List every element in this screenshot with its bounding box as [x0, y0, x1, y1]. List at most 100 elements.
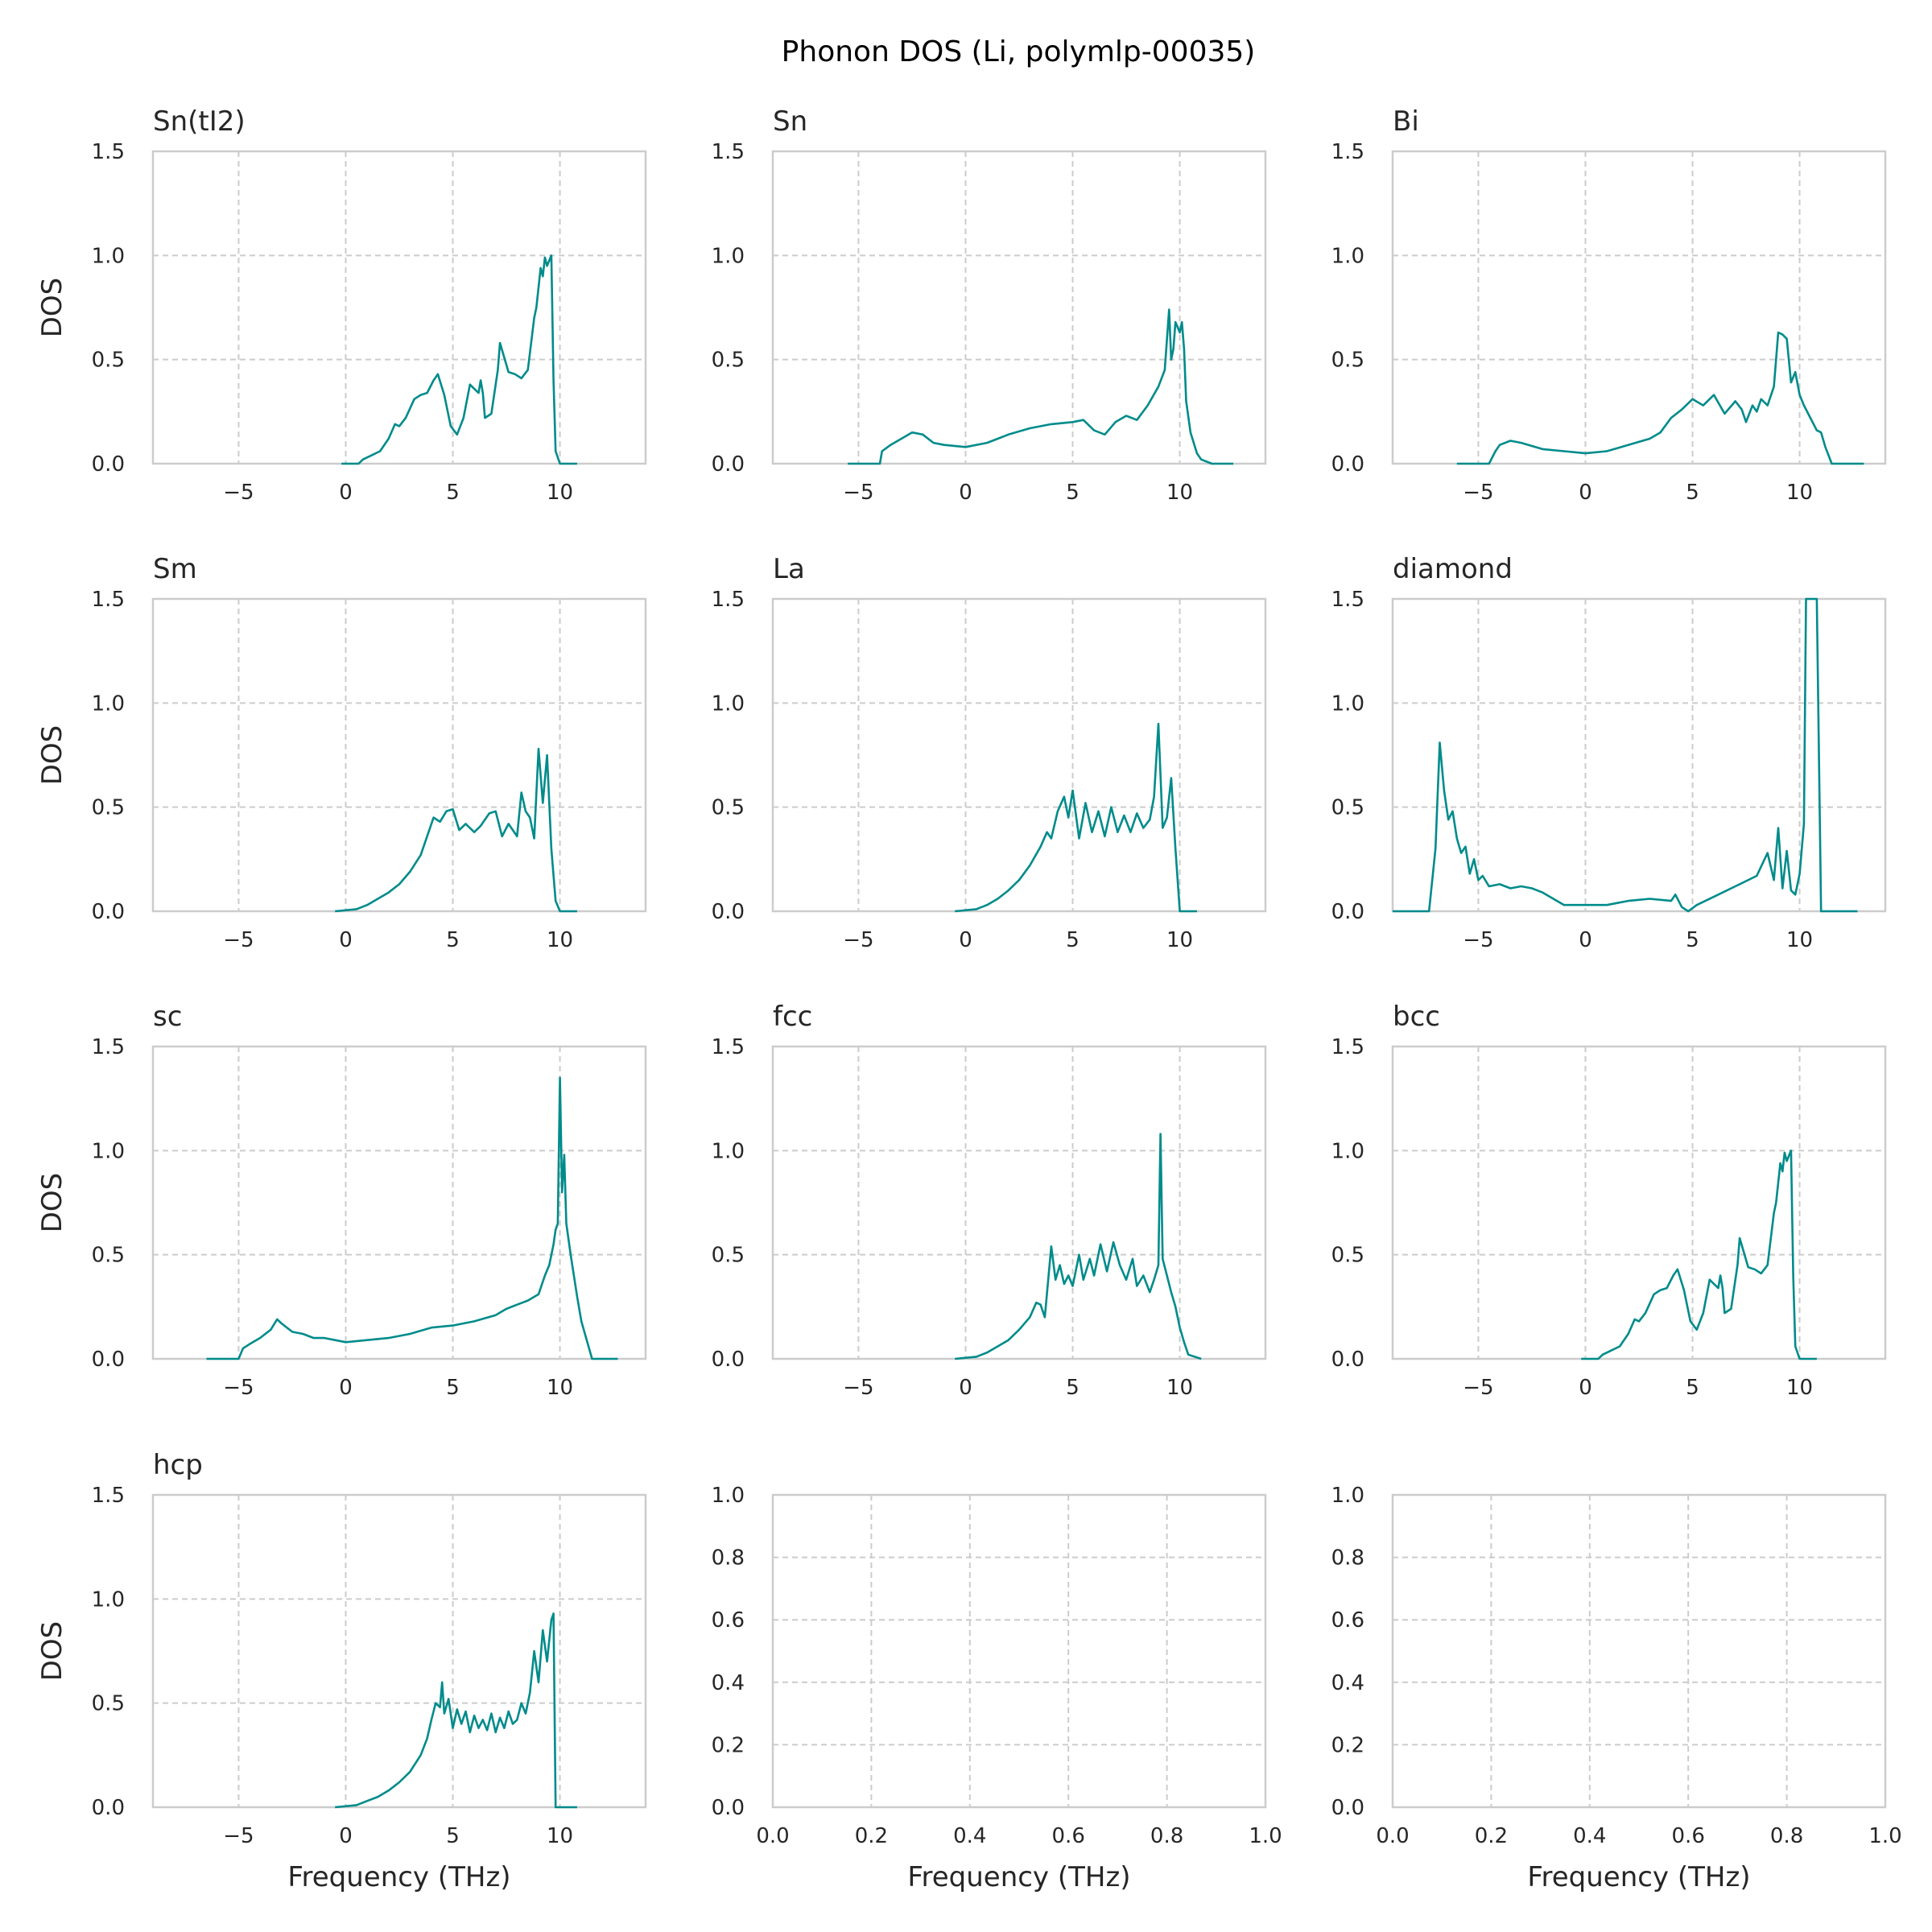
panel-10-ytick-label-2: 1.0: [92, 1587, 125, 1612]
panel-2-xtick-label-2: 5: [1066, 481, 1080, 505]
panel-3-ytick-label-1: 0.5: [1331, 349, 1364, 373]
panel-8-ytick-label-3: 1.5: [712, 1035, 745, 1059]
panel-2-xtick-label-0: −5: [843, 481, 873, 505]
panel-1-xtick-label-3: 10: [547, 481, 573, 505]
panel-2-dos-line-1: [848, 308, 1234, 465]
panel-11-ytick-label-1: 0.2: [712, 1733, 745, 1757]
panel-12-ytick-label-1: 0.2: [1331, 1733, 1364, 1757]
panel-11-empty: 0.0 0.2 0.4 0.6 0.8 1.0 0.0 0.2 0.4 0.6 0.8 1.0 Freq…: [712, 1484, 1282, 1893]
panel-7-frame: [151, 1045, 647, 1360]
panel-4-xtick-label-2: 5: [446, 928, 460, 952]
panel-4-ytick-label-2: 1.0: [92, 691, 125, 716]
panel-9-title: bcc: [1393, 1001, 1440, 1033]
panel-6-ytick-label-3: 1.5: [1331, 588, 1364, 612]
panel-10-xtick-label-2: 5: [446, 1824, 460, 1848]
panel-1-ytick-label-1: 0.5: [92, 349, 125, 373]
panel-3-ytick-label-2: 1.0: [1331, 244, 1364, 268]
panel-6-xtick-label-3: 10: [1786, 928, 1813, 952]
panel-7-title: sc: [153, 1001, 182, 1033]
panel-5-ytick-label-1: 0.5: [712, 796, 745, 820]
panel-12-ytick-label-5: 1.0: [1331, 1484, 1364, 1508]
panel-11-ytick-label-5: 1.0: [712, 1484, 745, 1508]
panel-1-dos-line-1: [341, 254, 577, 465]
panel-6-xtick-label-1: 0: [1579, 928, 1592, 952]
panel-2-frame: [771, 150, 1267, 465]
panel-2-xtick-label-1: 0: [959, 481, 972, 505]
panel-8-xtick-label-0: −5: [843, 1376, 873, 1400]
panel-12-frame: [1391, 1493, 1887, 1809]
panel-12-xtick-label-3: 0.6: [1672, 1824, 1705, 1848]
panel-6-dos-line-1: [1393, 597, 1858, 913]
panel-6-xtick-label-0: −5: [1463, 928, 1493, 952]
panel-4-ylabel: DOS: [36, 725, 68, 786]
panel-11-xtick-label-2: 0.4: [953, 1824, 986, 1848]
panel-12-xtick-label-0: 0.0: [1376, 1824, 1409, 1848]
panel-8-ytick-label-0: 0.0: [712, 1348, 745, 1372]
panel-8-fcc: −5 0 5 10 0.0 0.5 1.0 1.5 fcc: [712, 1001, 1267, 1400]
panel-3-ytick-label-0: 0.0: [1331, 452, 1364, 477]
panel-10-title: hcp: [153, 1449, 203, 1481]
panel-10-xlabel: Frequency (THz): [287, 1861, 510, 1893]
panel-11-xtick-label-4: 0.8: [1150, 1824, 1183, 1848]
panel-7-xtick-label-0: −5: [223, 1376, 254, 1400]
panel-1-ylabel: DOS: [36, 278, 68, 338]
panel-6-frame: [1391, 597, 1887, 913]
panel-9-ytick-label-0: 0.0: [1331, 1348, 1364, 1372]
panel-11-xtick-label-3: 0.6: [1052, 1824, 1085, 1848]
panel-7-ytick-label-2: 1.0: [92, 1139, 125, 1163]
panel-7-xtick-label-2: 5: [446, 1376, 460, 1400]
panel-1-ytick-label-3: 1.5: [92, 140, 125, 164]
panel-11-ytick-label-3: 0.6: [712, 1608, 745, 1633]
panel-4-sm: −5 0 5 10 0.0 0.5 1.0 1.5 Sm DOS: [36, 553, 647, 952]
panel-12-xtick-label-1: 0.2: [1475, 1824, 1508, 1848]
panel-2-xtick-label-3: 10: [1166, 481, 1193, 505]
panel-10-xtick-label-3: 10: [547, 1824, 573, 1848]
panel-9-xtick-label-3: 10: [1786, 1376, 1813, 1400]
panel-2-ytick-label-0: 0.0: [712, 452, 745, 477]
panel-7-xtick-label-1: 0: [339, 1376, 353, 1400]
panel-10-ytick-label-1: 0.5: [92, 1692, 125, 1716]
panel-5-title: La: [773, 553, 805, 585]
panel-3-title: Bi: [1393, 105, 1419, 138]
panel-12-ytick-label-3: 0.6: [1331, 1608, 1364, 1633]
panel-12-ytick-label-2: 0.4: [1331, 1671, 1364, 1695]
panel-11-xlabel: Frequency (THz): [907, 1861, 1130, 1893]
panel-12-xtick-label-5: 1.0: [1868, 1824, 1901, 1848]
panel-6-xtick-label-2: 5: [1686, 928, 1699, 952]
panel-7-ytick-label-1: 0.5: [92, 1244, 125, 1268]
panel-5-xtick-label-0: −5: [843, 928, 873, 952]
panel-3-dos-line-1: [1456, 331, 1864, 465]
panel-3-ytick-label-3: 1.5: [1331, 140, 1364, 164]
panel-8-xtick-label-1: 0: [959, 1376, 972, 1400]
panel-3-xtick-label-1: 0: [1579, 481, 1592, 505]
panel-9-ytick-label-2: 1.0: [1331, 1139, 1364, 1163]
panel-8-title: fcc: [773, 1001, 812, 1033]
panel-12-empty: 0.0 0.2 0.4 0.6 0.8 1.0 0.0 0.2 0.4 0.6 0.8 1.0 Freq…: [1331, 1484, 1902, 1893]
panel-7-ytick-label-3: 1.5: [92, 1035, 125, 1059]
panel-1-xtick-label-2: 5: [446, 481, 460, 505]
panel-1-ytick-label-0: 0.0: [92, 452, 125, 477]
panel-5-dos-line-1: [955, 722, 1197, 913]
panel-7-sc: −5 0 5 10 0.0 0.5 1.0 1.5 sc DOS: [36, 1001, 647, 1400]
panel-3-bi: −5 0 5 10 0.0 0.5 1.0 1.5 Bi: [1331, 105, 1887, 505]
panel-7-xtick-label-3: 10: [547, 1376, 573, 1400]
panel-9-xtick-label-1: 0: [1579, 1376, 1592, 1400]
panel-10-dos-line-1: [335, 1612, 577, 1809]
panel-10-ytick-label-3: 1.5: [92, 1484, 125, 1508]
panel-5-la: −5 0 5 10 0.0 0.5 1.0 1.5 La: [712, 553, 1267, 952]
panel-6-title: diamond: [1393, 553, 1513, 585]
panel-12-xtick-label-2: 0.4: [1573, 1824, 1606, 1848]
panel-9-xtick-label-0: −5: [1463, 1376, 1493, 1400]
panel-3-frame: [1391, 150, 1887, 465]
panel-10-ytick-label-0: 0.0: [92, 1796, 125, 1820]
panel-5-ytick-label-2: 1.0: [712, 691, 745, 716]
panel-6-diamond: −5 0 5 10 0.0 0.5 1.0 1.5 diamond: [1331, 553, 1887, 952]
panel-7-dos-line-1: [206, 1076, 618, 1360]
panel-1-title: Sn(tI2): [153, 105, 246, 138]
panel-10-hcp: −5 0 5 10 0.0 0.5 1.0 1.5 hcp DOS Frequency (THz): [36, 1449, 647, 1893]
panel-11-ytick-label-0: 0.0: [712, 1796, 745, 1820]
panel-5-xtick-label-3: 10: [1166, 928, 1193, 952]
panel-7-ytick-label-0: 0.0: [92, 1348, 125, 1372]
panel-11-ytick-label-2: 0.4: [712, 1671, 745, 1695]
panel-11-ytick-label-4: 0.8: [712, 1546, 745, 1571]
